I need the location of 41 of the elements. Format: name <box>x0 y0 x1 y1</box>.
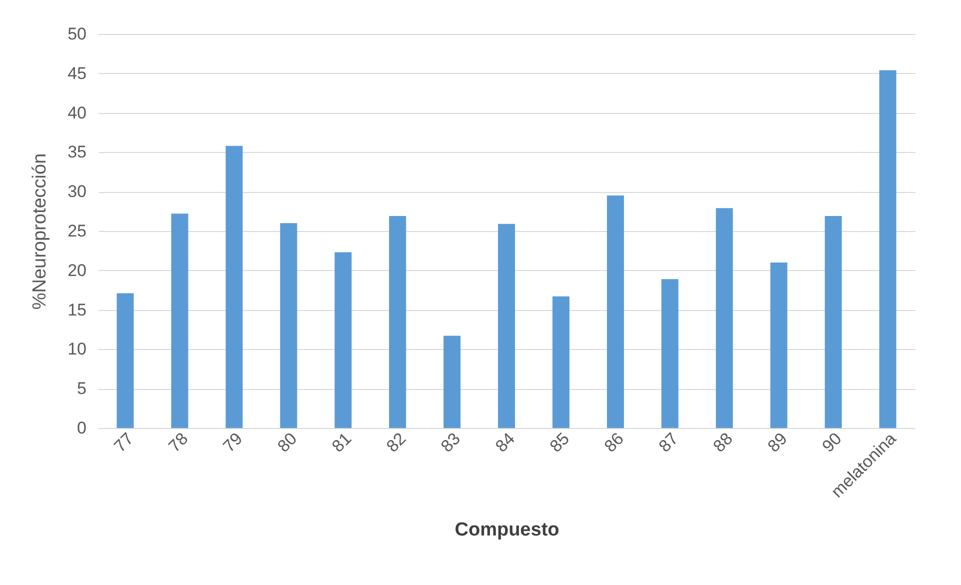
x-tick-label: 79 <box>219 429 246 456</box>
x-tick-label: 88 <box>710 429 736 456</box>
x-tick-label: 89 <box>764 429 791 456</box>
bar <box>226 146 243 428</box>
x-tick-label: 86 <box>600 429 628 456</box>
bar <box>171 214 188 428</box>
bar <box>824 216 842 428</box>
y-tick-label: 25 <box>68 222 86 240</box>
bar <box>444 336 461 428</box>
x-tick-label: 80 <box>274 429 301 456</box>
x-tick-label: 85 <box>546 429 573 456</box>
bar <box>606 196 624 428</box>
x-tick-label: 81 <box>328 429 356 456</box>
y-tick-label: 0 <box>77 418 86 438</box>
bar <box>552 296 570 428</box>
y-tick-label: 40 <box>68 103 86 122</box>
x-axis-title: Compuesto <box>454 520 560 541</box>
y-tick-label: 35 <box>68 142 86 162</box>
x-tick-label: 82 <box>382 429 410 456</box>
bar <box>498 224 515 428</box>
bar <box>116 293 134 428</box>
x-tick-label: 84 <box>492 429 519 456</box>
bar <box>879 70 896 428</box>
y-tick-label: 10 <box>68 340 86 359</box>
x-tick-label: 83 <box>437 429 464 456</box>
bar <box>389 216 406 428</box>
y-tick-label: 5 <box>77 379 86 398</box>
bar <box>280 223 298 428</box>
y-tick-label: 20 <box>68 260 86 280</box>
x-tick-label: 87 <box>655 429 682 456</box>
bar <box>716 208 733 428</box>
y-axis-title: %Neuroprotección <box>30 153 51 310</box>
bar <box>334 252 352 428</box>
y-tick-label: 30 <box>68 182 86 202</box>
y-tick-label: 15 <box>68 300 86 320</box>
x-tick-label: 77 <box>110 429 138 456</box>
y-tick-label: 45 <box>68 64 86 83</box>
y-tick-label: 50 <box>68 24 86 44</box>
bar <box>661 279 678 428</box>
bar <box>770 262 788 428</box>
x-tick-label: 78 <box>164 429 192 456</box>
